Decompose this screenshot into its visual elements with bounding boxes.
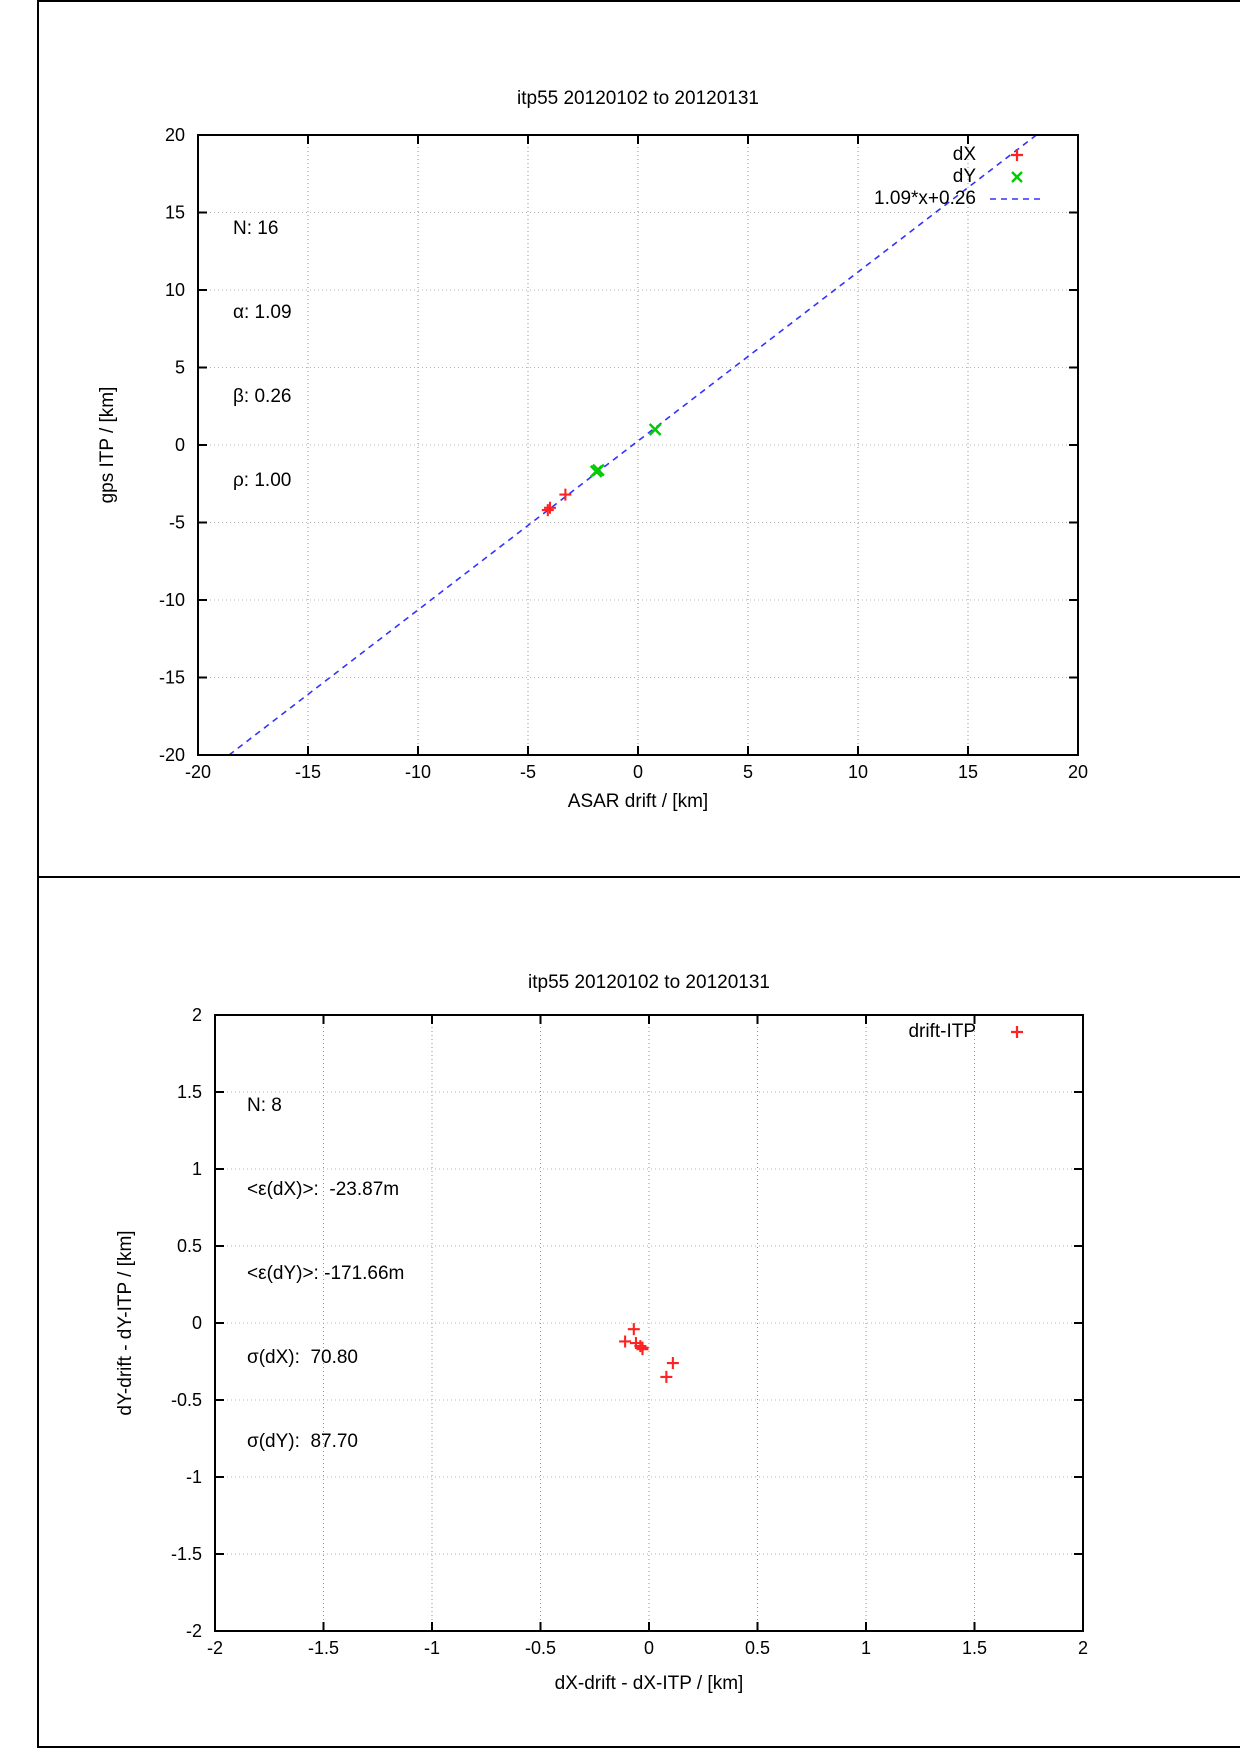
y-tick-label: -0.5 [171, 1390, 202, 1410]
x-tick-label: -5 [520, 762, 536, 782]
y-tick-label: 10 [165, 280, 185, 300]
y-tick-label: -20 [159, 745, 185, 765]
bottom-plot-xlabel: dX-drift - dX-ITP / [km] [554, 1673, 744, 1694]
top-plot-legend: dX dY 1.09*x+0.26 [874, 144, 1046, 210]
y-tick-label: -1.5 [171, 1544, 202, 1564]
y-tick-label: 1 [192, 1159, 202, 1179]
legend-item-drift-itp: drift-ITP [908, 1021, 1046, 1043]
data-point-cross [592, 463, 605, 477]
page-frame-divider [37, 876, 1240, 878]
cross-marker-icon [1011, 171, 1023, 183]
y-tick-label: 15 [165, 203, 185, 223]
legend-label-fit: 1.09*x+0.26 [874, 188, 976, 209]
x-tick-label: 0.5 [745, 1638, 770, 1658]
legend-item-dx: dX [874, 144, 1046, 166]
y-tick-label: 0.5 [177, 1236, 202, 1256]
legend-label-dx: dX [952, 144, 976, 165]
stat-eps-dx: <ε(dX)>: -23.87m [247, 1179, 400, 1200]
bottom-plot-title: itp55 20120102 to 20120131 [528, 972, 770, 993]
top-plot-xlabel: ASAR drift / [km] [567, 791, 709, 812]
top-plot-ylabel: gps ITP / [km] [97, 386, 118, 504]
y-tick-label: -15 [159, 668, 185, 688]
y-tick-label: 1.5 [177, 1082, 202, 1102]
legend-item-fit: 1.09*x+0.26 [874, 188, 1046, 210]
stat-n: N: 8 [247, 1095, 282, 1116]
stat-rho: ρ: 1.00 [233, 470, 292, 491]
y-tick-label: -2 [186, 1621, 202, 1641]
data-point-plus [660, 1370, 673, 1383]
page-frame-top [37, 0, 1240, 2]
x-tick-label: -0.5 [525, 1638, 556, 1658]
fit-line [228, 134, 1037, 756]
stat-n: N: 16 [233, 218, 279, 239]
stat-beta: β: 0.26 [233, 386, 292, 407]
y-tick-label: 20 [165, 125, 185, 145]
data-point-plus [627, 1323, 640, 1336]
bottom-plot-ylabel: dY-drift - dY-ITP / [km] [115, 1230, 136, 1416]
x-tick-label: 1 [861, 1638, 871, 1658]
stat-alpha: α: 1.09 [233, 302, 292, 323]
x-tick-label: 5 [743, 762, 753, 782]
page-frame-bottom [37, 1746, 1240, 1748]
top-plot-canvas: -20 -15 -10 -5 0 5 10 15 20 -20 -15 -10 -5 0 5 10 15 20 [159, 125, 1088, 782]
y-tick-label: 2 [192, 1005, 202, 1025]
bottom-plot-stats: N: 8 <ε(dX)>: -23.87m <ε(dY)>: -171.66m … [247, 1036, 404, 1512]
x-tick-label: 0 [633, 762, 643, 782]
stat-sigma-dx: σ(dX): 70.80 [247, 1347, 359, 1368]
top-plot-stats: N: 16 α: 1.09 β: 0.26 ρ: 1.00 [233, 159, 292, 551]
x-tick-label: -15 [295, 762, 321, 782]
x-tick-label: -10 [405, 762, 431, 782]
y-tick-label: -10 [159, 590, 185, 610]
data-point-plus [619, 1335, 632, 1348]
plus-marker-icon [1011, 149, 1023, 161]
legend-label-drift-itp: drift-ITP [908, 1021, 976, 1042]
page-frame-left [37, 0, 39, 1748]
y-tick-label: -1 [186, 1467, 202, 1487]
data-point-plus [559, 488, 572, 501]
x-tick-label: -1.5 [308, 1638, 339, 1658]
y-tick-label: 0 [192, 1313, 202, 1333]
data-point-plus [666, 1357, 679, 1370]
x-tick-label: 10 [848, 762, 868, 782]
x-tick-label: 0 [644, 1638, 654, 1658]
x-tick-label: 15 [958, 762, 978, 782]
y-tick-label: 0 [175, 435, 185, 455]
legend-label-dy: dY [952, 166, 976, 187]
data-point-plus [544, 501, 556, 514]
x-tick-label: -20 [185, 762, 211, 782]
x-tick-label: -2 [207, 1638, 223, 1658]
top-plot-title: itp55 20120102 to 20120131 [517, 88, 759, 109]
bottom-plot-legend: drift-ITP [908, 1021, 1046, 1043]
y-tick-label: -5 [169, 513, 185, 533]
dashed-line-icon [990, 198, 1044, 200]
data-point-plus [636, 1343, 649, 1356]
stat-sigma-dy: σ(dY): 87.70 [247, 1431, 359, 1452]
data-point-cross [648, 423, 662, 436]
x-tick-label: -1 [424, 1638, 440, 1658]
x-tick-label: 20 [1068, 762, 1088, 782]
plus-marker-icon [1011, 1026, 1023, 1038]
data-point-plus [541, 504, 554, 517]
x-tick-label: 1.5 [962, 1638, 987, 1658]
y-tick-label: 5 [175, 358, 185, 378]
x-tick-label: 2 [1078, 1638, 1088, 1658]
legend-item-dy: dY [874, 166, 1046, 188]
stat-eps-dy: <ε(dY)>: -171.66m [247, 1263, 405, 1284]
bottom-plot-canvas: -2 -1.5 -1 -0.5 0 0.5 1 1.5 2 -2 -1.5 -1 -0.5 0 0.5 1 1.… [171, 1005, 1088, 1658]
